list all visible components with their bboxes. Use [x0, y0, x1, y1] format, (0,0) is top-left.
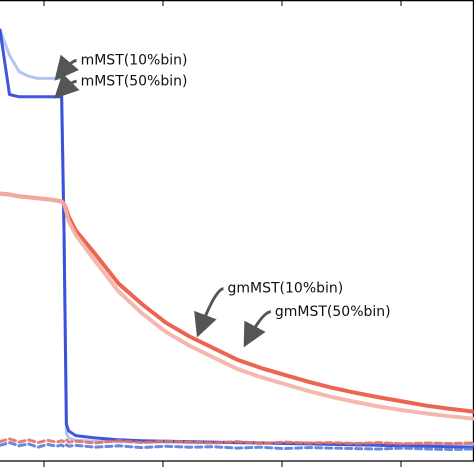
series-line-1: [0, 28, 474, 449]
annotation-layer: mMST(10%bin) mMST(50%bin) gmMST(10%bin) gmM…: [54, 53, 391, 348]
annotation-arrow-1: [54, 73, 80, 99]
annotation-label-2: gmMST(10%bin): [228, 281, 344, 297]
series-line-3: [0, 191, 474, 421]
annotation-label-1: mMST(50%bin): [81, 73, 188, 89]
series-line-4: [0, 437, 474, 446]
annotation-label-0: mMST(10%bin): [81, 53, 188, 69]
annotation-arrow-0: [54, 54, 80, 81]
series-line-5: [0, 441, 474, 451]
series-layer: [0, 28, 474, 451]
annotation-label-3: gmMST(50%bin): [275, 304, 391, 320]
annotation-arrow-2: [194, 287, 224, 338]
series-line-0: [0, 28, 474, 446]
annotation-arrow-3: [243, 310, 272, 348]
